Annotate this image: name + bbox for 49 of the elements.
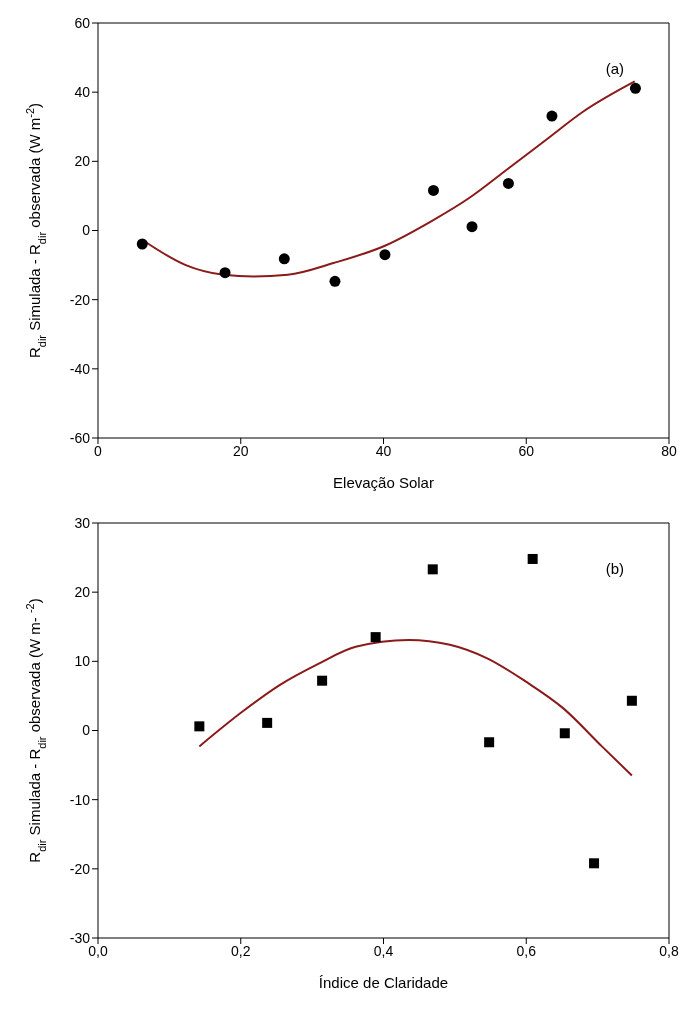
point (262, 717, 273, 728)
x-tick-label: 0,0 (88, 942, 108, 959)
x-tick-label: 0,4 (373, 942, 394, 959)
x-axis-title: Índice de Claridade (318, 974, 449, 991)
y-tick-label: -20 (69, 291, 91, 308)
point (194, 721, 205, 732)
y-tick-label: 40 (74, 84, 91, 101)
y-tick-label: -60 (69, 429, 91, 446)
point (559, 728, 570, 739)
y-tick-label: -30 (69, 929, 91, 946)
point (329, 275, 341, 287)
y-tick-label: 20 (74, 584, 91, 601)
annotation: (a) (605, 60, 624, 77)
y-tick-label: 0 (82, 722, 91, 739)
point (502, 177, 514, 189)
y-tick-label: -40 (69, 360, 91, 377)
annotation: (b) (605, 560, 624, 577)
y-tick-label: 30 (74, 514, 91, 531)
line-series (198, 638, 633, 777)
x-tick-label: 80 (661, 442, 677, 459)
x-tick-label: 40 (375, 442, 392, 459)
point (427, 564, 438, 575)
point (626, 695, 637, 706)
y-tick-label: 10 (74, 653, 91, 670)
point (629, 82, 641, 94)
point (317, 675, 328, 686)
point (379, 249, 391, 261)
point (546, 110, 558, 122)
y-tick-label: 60 (74, 14, 91, 31)
point (278, 253, 290, 265)
y-tick-label: -10 (69, 791, 91, 808)
y-tick-label: 20 (74, 153, 91, 170)
x-tick-label: 0,6 (516, 942, 537, 959)
x-axis-title: Elevação Solar (333, 474, 434, 491)
point (136, 238, 148, 250)
point (370, 632, 381, 643)
point (484, 737, 495, 748)
x-tick-label: 0 (94, 442, 103, 459)
y-tick-label: 0 (82, 222, 91, 239)
x-tick-label: 0,2 (231, 942, 251, 959)
y-tick-label: -20 (69, 860, 91, 877)
x-tick-label: 20 (232, 442, 249, 459)
x-tick-label: 60 (518, 442, 535, 459)
x-tick-label: 0,8 (659, 942, 679, 959)
point (527, 553, 538, 564)
point (466, 221, 478, 233)
point (589, 858, 600, 869)
point (219, 267, 231, 279)
point (427, 184, 439, 196)
